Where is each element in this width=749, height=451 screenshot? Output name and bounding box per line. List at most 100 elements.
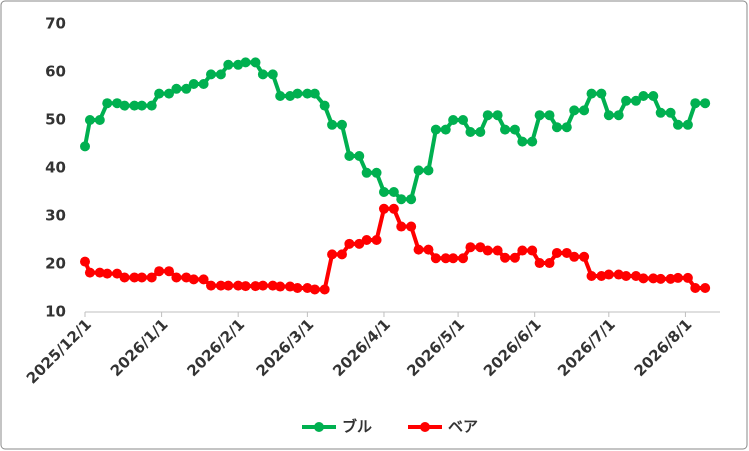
point xyxy=(154,88,165,99)
point xyxy=(500,252,511,263)
point xyxy=(534,258,545,269)
point xyxy=(94,115,105,125)
point xyxy=(80,256,90,267)
point xyxy=(309,88,320,99)
point xyxy=(285,281,296,292)
point xyxy=(344,238,355,249)
point xyxy=(603,269,614,280)
point xyxy=(423,165,434,176)
y-tick-label: 30 xyxy=(45,207,66,225)
point xyxy=(250,57,261,68)
point xyxy=(534,110,545,121)
point xyxy=(129,100,140,111)
point xyxy=(344,151,355,161)
point xyxy=(198,274,209,285)
point xyxy=(319,100,330,111)
legend-marker xyxy=(420,422,430,432)
y-tick-label: 70 xyxy=(45,15,66,33)
point xyxy=(302,88,313,99)
point xyxy=(423,244,434,255)
point xyxy=(336,119,347,130)
y-tick-label: 60 xyxy=(45,63,66,81)
point xyxy=(569,251,580,262)
point xyxy=(579,105,590,116)
point xyxy=(586,88,597,99)
point xyxy=(198,79,209,89)
point xyxy=(475,127,486,137)
point xyxy=(267,280,278,291)
point xyxy=(233,280,244,291)
point xyxy=(551,247,562,258)
point xyxy=(406,221,417,232)
point xyxy=(171,272,182,283)
point xyxy=(527,136,538,147)
point xyxy=(119,272,130,283)
point xyxy=(378,187,389,197)
y-tick-label: 40 xyxy=(45,159,66,177)
point xyxy=(672,272,683,283)
point xyxy=(621,95,632,106)
point xyxy=(164,266,175,277)
point xyxy=(275,281,286,292)
point xyxy=(336,249,347,260)
point xyxy=(181,83,192,94)
point xyxy=(700,98,711,109)
point xyxy=(596,88,607,99)
point xyxy=(223,280,234,291)
point xyxy=(700,283,711,293)
y-tick-label: 50 xyxy=(45,111,66,129)
point xyxy=(240,57,251,68)
point xyxy=(440,253,451,264)
point xyxy=(215,69,226,80)
point xyxy=(665,273,676,284)
point xyxy=(406,194,417,205)
point xyxy=(630,95,641,106)
point xyxy=(586,271,597,281)
point xyxy=(596,271,607,281)
point xyxy=(188,274,199,285)
point xyxy=(430,253,441,264)
point xyxy=(250,281,261,292)
point xyxy=(458,253,469,264)
point xyxy=(465,242,476,253)
point xyxy=(517,136,528,147)
point xyxy=(361,167,372,178)
point xyxy=(84,267,95,278)
point xyxy=(361,235,372,245)
point xyxy=(267,69,278,80)
point xyxy=(682,119,693,130)
point xyxy=(354,151,365,161)
point xyxy=(188,79,199,89)
point xyxy=(171,83,182,94)
point xyxy=(136,272,147,283)
point xyxy=(448,253,459,264)
point xyxy=(388,203,399,214)
point xyxy=(371,235,382,245)
point xyxy=(544,258,555,269)
y-tick-label: 10 xyxy=(45,303,66,321)
point xyxy=(94,267,105,278)
point xyxy=(378,203,389,214)
point xyxy=(302,283,313,293)
point xyxy=(396,194,407,205)
point xyxy=(292,88,303,99)
point xyxy=(164,88,175,99)
point xyxy=(648,273,659,284)
legend-label: ベア xyxy=(448,418,478,436)
point xyxy=(448,115,459,125)
point xyxy=(257,280,268,291)
point xyxy=(682,272,693,283)
point xyxy=(292,283,303,293)
point xyxy=(492,110,503,121)
point xyxy=(655,107,666,118)
point xyxy=(458,115,469,125)
point xyxy=(102,268,113,279)
point xyxy=(638,273,649,284)
point xyxy=(371,167,382,178)
point xyxy=(275,91,286,101)
point xyxy=(223,59,234,70)
point xyxy=(154,266,165,277)
point xyxy=(146,272,157,283)
point xyxy=(129,272,140,283)
